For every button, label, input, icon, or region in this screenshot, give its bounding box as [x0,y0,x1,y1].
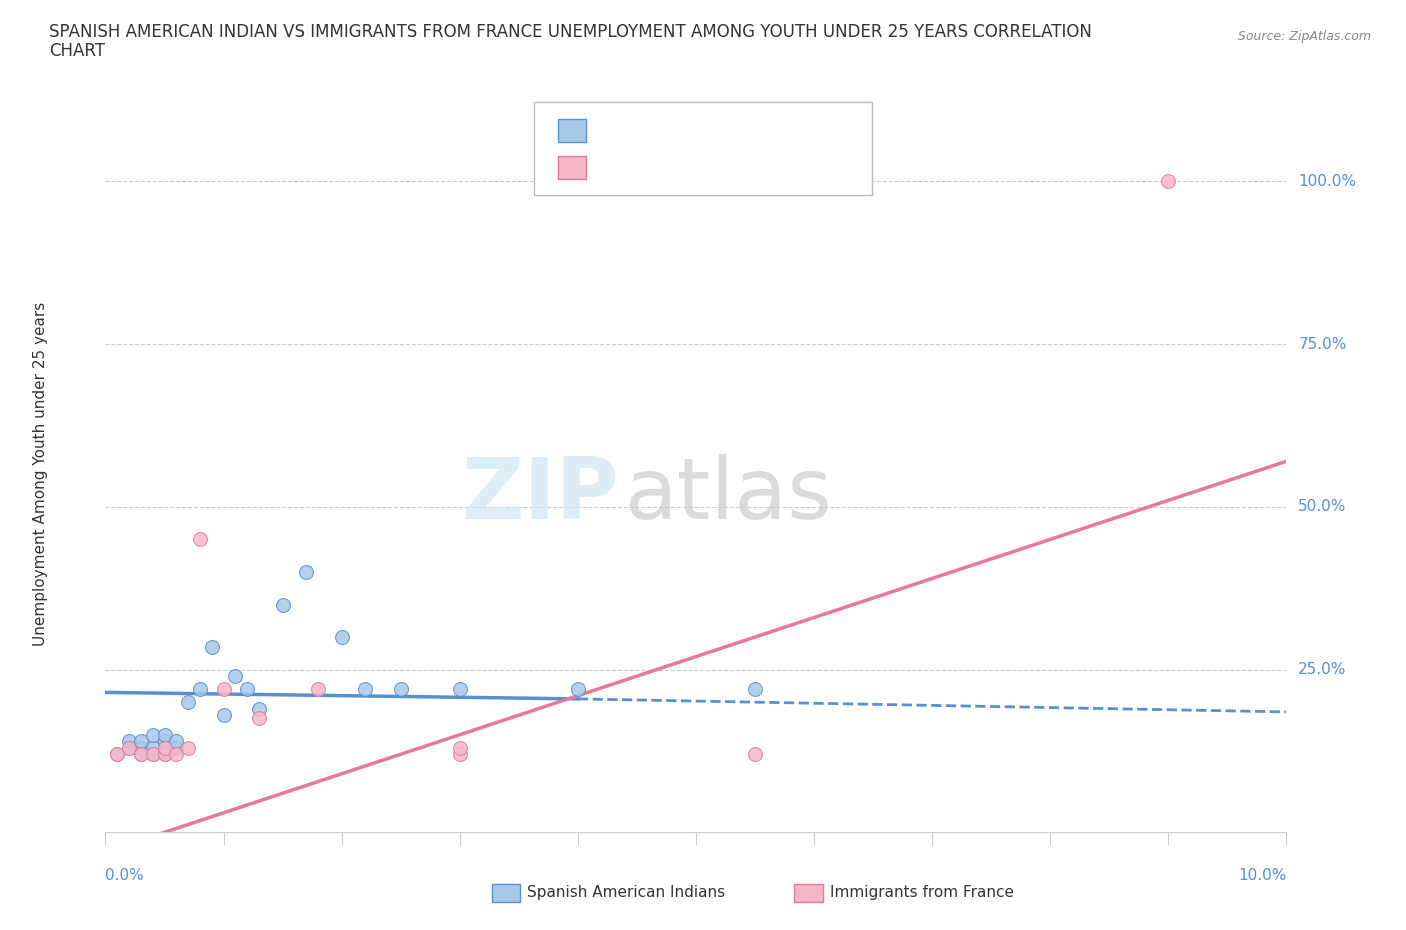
Point [129,740,152,755]
Point [744,682,766,697]
Text: 75.0%: 75.0% [1298,337,1347,352]
Point [118,734,141,749]
Point [247,701,270,716]
Text: 50.0%: 50.0% [1298,499,1347,514]
Point [247,711,270,726]
Point [165,740,187,755]
Point [212,708,235,723]
Text: Source: ZipAtlas.com: Source: ZipAtlas.com [1237,30,1371,43]
Point [307,682,329,697]
Point [165,734,187,749]
Text: R = -0.053   N = 30: R = -0.053 N = 30 [598,122,775,140]
Text: R =  0.612   N = 16: R = 0.612 N = 16 [598,158,773,176]
Point [295,565,318,579]
Point [330,630,353,644]
Text: CHART: CHART [49,42,105,60]
Point [153,747,176,762]
Text: 25.0%: 25.0% [1298,662,1347,677]
Point [449,682,471,697]
Point [153,747,176,762]
Point [105,747,128,762]
Point [177,695,200,710]
Point [129,747,152,762]
Point [129,747,152,762]
Point [105,747,128,762]
Point [449,740,471,755]
Point [153,727,176,742]
Text: 10.0%: 10.0% [1239,869,1286,883]
Point [354,682,377,697]
Text: 0.0%: 0.0% [105,869,145,883]
Point [142,747,165,762]
Point [212,682,235,697]
Text: Spanish American Indians: Spanish American Indians [527,885,725,900]
Point [201,640,224,655]
Text: Immigrants from France: Immigrants from France [830,885,1014,900]
Point [153,734,176,749]
Point [177,740,200,755]
Point [142,747,165,762]
Point [118,740,141,755]
Point [449,747,471,762]
Point [129,734,152,749]
Point [744,747,766,762]
Point [224,669,246,684]
Point [236,682,259,697]
Point [1157,174,1180,189]
Point [118,740,141,755]
Point [142,727,165,742]
Text: 100.0%: 100.0% [1298,174,1357,189]
Point [188,532,211,547]
Point [188,682,211,697]
Text: atlas: atlas [626,454,834,538]
Point [153,740,176,755]
Text: ZIP: ZIP [461,454,619,538]
Point [142,740,165,755]
Point [271,597,294,612]
Point [153,740,176,755]
Point [389,682,412,697]
Text: SPANISH AMERICAN INDIAN VS IMMIGRANTS FROM FRANCE UNEMPLOYMENT AMONG YOUTH UNDER: SPANISH AMERICAN INDIAN VS IMMIGRANTS FR… [49,23,1092,41]
Point [567,682,589,697]
Point [165,747,187,762]
Text: Unemployment Among Youth under 25 years: Unemployment Among Youth under 25 years [32,302,48,646]
